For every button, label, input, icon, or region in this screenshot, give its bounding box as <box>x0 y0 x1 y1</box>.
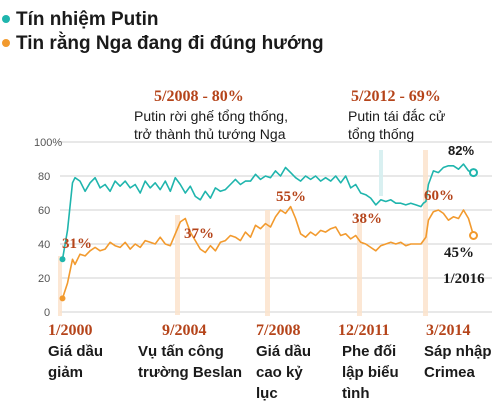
end-date-label: 1/2016 <box>443 271 485 287</box>
series-end-point-putin <box>469 168 478 178</box>
legend-label-russia: Tin rằng Nga đang đi đúng hướng <box>16 32 324 54</box>
annotation-date: 5/2008 - 80% <box>154 88 244 105</box>
end-label-russia: 45% <box>444 245 474 261</box>
top-annotation-2008: 5/2008 - 80% Putin rời ghế tổng thống, t… <box>134 88 288 142</box>
event-date: 12/2011 <box>338 322 390 339</box>
y-tick-label: 0 <box>44 307 50 319</box>
annotation-text-line: Putin tái đắc cử <box>348 108 445 124</box>
event-text-line: trường Beslan <box>138 364 242 381</box>
event-text-line: Phe đối <box>342 343 396 360</box>
event-band-2004 <box>175 215 180 315</box>
event-text-line: Vụ tấn công <box>138 343 224 360</box>
annotation-text-line: Putin rời ghế tổng thống, <box>134 108 288 124</box>
value-label: 55% <box>276 189 306 205</box>
series-start-point-russia <box>59 295 66 302</box>
event-band-2000 <box>58 256 62 316</box>
series-start-point-putin <box>59 256 66 263</box>
event-text-line: cao kỷ <box>256 364 303 381</box>
event-band-2008 <box>265 210 270 316</box>
event-text-line: Giá dầu <box>48 343 103 360</box>
event-2004: 9/2004 Vụ tấn công trường Beslan <box>138 322 242 381</box>
event-band-2012 <box>379 150 383 196</box>
event-text-line: Crimea <box>424 364 476 381</box>
event-date: 7/2008 <box>256 322 300 339</box>
event-2014: 3/2014 Sáp nhập Crimea <box>424 322 492 381</box>
event-date: 1/2000 <box>48 322 92 339</box>
y-axis: 100% 80 60 40 20 0 <box>34 137 62 319</box>
end-label-putin: 82% <box>448 143 474 158</box>
value-label: 60% <box>424 188 454 204</box>
event-text-line: Sáp nhập <box>424 343 492 360</box>
event-text-line: Giá dầu <box>256 343 311 360</box>
event-date: 9/2004 <box>162 322 206 339</box>
top-annotation-2012: 5/2012 - 69% Putin tái đắc cử tổng thống <box>348 88 445 142</box>
series-end-point-russia <box>469 231 478 240</box>
annotation-date: 5/2012 - 69% <box>351 88 441 105</box>
event-bands <box>58 150 428 316</box>
event-2008: 7/2008 Giá dầu cao kỷ lục <box>256 322 311 402</box>
event-2011: 12/2011 Phe đối lập biểu tình <box>338 322 399 402</box>
annotation-text-line: trở thành thủ tướng Nga <box>134 126 286 142</box>
event-2000: 1/2000 Giá dầu giảm <box>48 322 103 381</box>
value-label: 37% <box>184 226 214 242</box>
grid <box>60 141 492 313</box>
value-label: 38% <box>352 211 382 227</box>
y-tick-label: 100% <box>34 137 62 149</box>
value-label: 31% <box>62 236 92 252</box>
legend-marker-putin <box>2 15 10 23</box>
series-line-putin <box>61 163 474 260</box>
y-tick-label: 40 <box>38 239 50 251</box>
y-tick-label: 80 <box>38 171 50 183</box>
event-text-line: tình <box>342 385 370 402</box>
legend: Tín nhiệm Putin Tin rằng Nga đang đi đún… <box>2 9 324 54</box>
value-labels: 31% 37% 55% 38% 60% <box>62 188 454 252</box>
legend-label-putin: Tín nhiệm Putin <box>16 9 159 30</box>
y-tick-label: 20 <box>38 273 50 285</box>
event-date: 3/2014 <box>426 322 470 339</box>
series-layer <box>59 163 478 302</box>
y-tick-label: 60 <box>38 205 50 217</box>
event-text-line: lục <box>256 385 278 402</box>
event-text-line: giảm <box>48 364 83 381</box>
event-text-line: lập biểu <box>342 364 399 381</box>
legend-marker-russia <box>2 39 10 47</box>
event-band-2011 <box>357 222 362 316</box>
event-band-2014 <box>423 150 428 316</box>
annotation-text-line: tổng thống <box>348 126 414 142</box>
series-line-russia <box>61 205 475 299</box>
